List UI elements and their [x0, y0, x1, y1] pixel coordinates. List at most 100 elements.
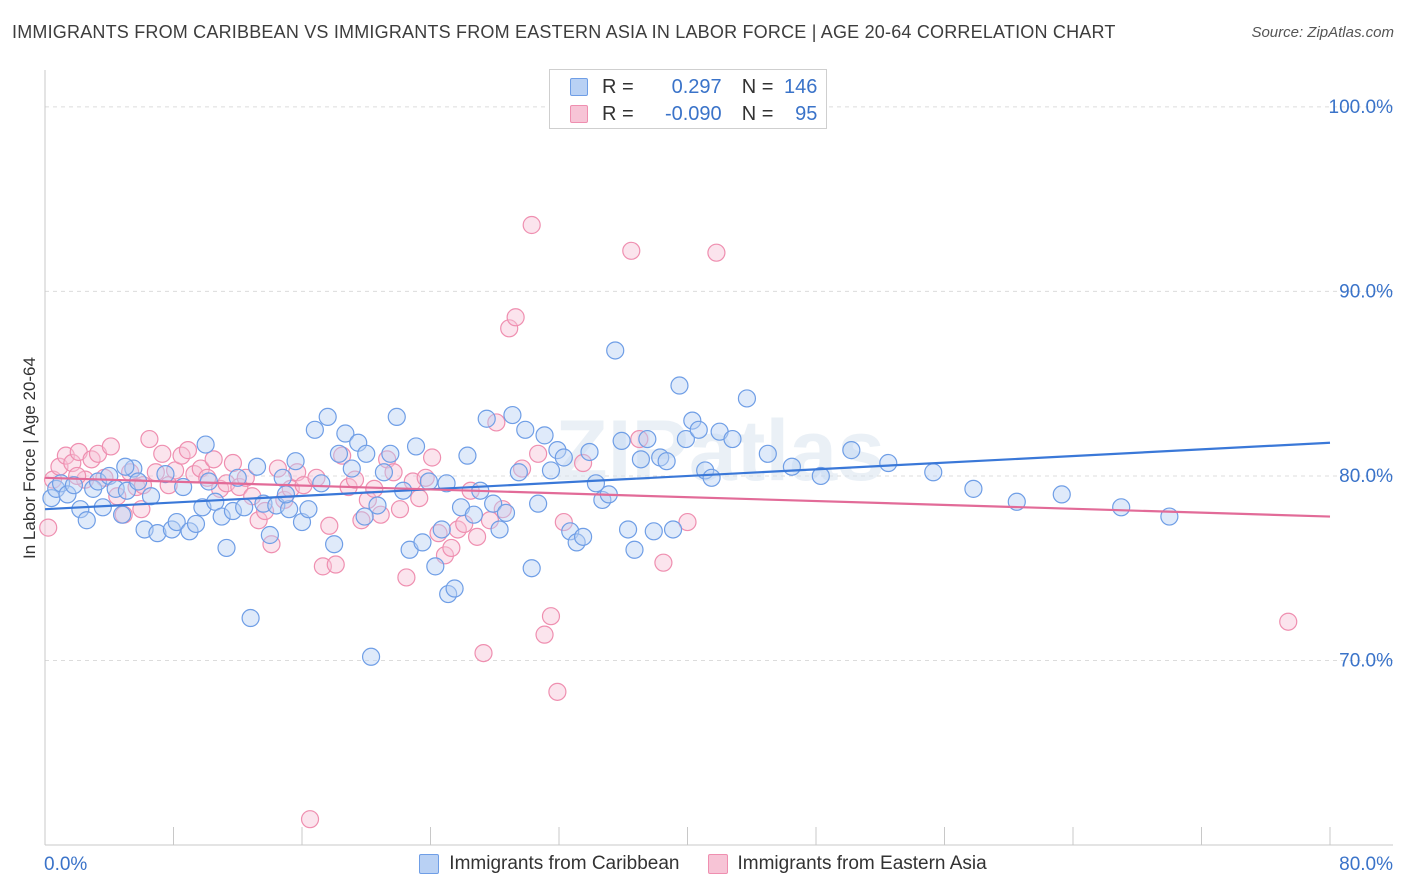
data-point — [276, 485, 296, 504]
data-point — [241, 608, 260, 628]
data-point — [260, 525, 279, 545]
data-point — [541, 607, 561, 626]
data-point — [654, 553, 673, 572]
data-point — [384, 463, 403, 482]
legend-r-value: -0.090 — [664, 102, 722, 125]
data-point — [318, 407, 337, 427]
legend-swatch-pink — [570, 105, 588, 123]
data-point — [500, 319, 519, 338]
data-point — [71, 500, 90, 519]
data-point — [618, 520, 638, 539]
axes — [44, 70, 1393, 846]
data-point — [535, 426, 554, 445]
data-point — [458, 446, 477, 465]
data-point — [670, 376, 689, 395]
data-point — [156, 465, 175, 484]
data-point — [683, 411, 702, 430]
data-point — [387, 407, 406, 427]
data-point — [496, 503, 516, 522]
data-point — [535, 625, 554, 644]
legend-swatch-blue — [419, 854, 440, 874]
data-point — [503, 405, 522, 425]
legend-item-caribbean: Immigrants from Caribbean — [419, 850, 680, 878]
data-point — [336, 424, 355, 443]
data-point — [116, 457, 135, 476]
data-point — [758, 444, 777, 463]
trend-lines — [44, 441, 1331, 518]
data-point — [1052, 485, 1071, 504]
data-point — [112, 505, 132, 524]
data-point — [631, 450, 651, 469]
data-point — [186, 514, 206, 534]
data-point — [522, 215, 541, 235]
data-point — [305, 420, 324, 439]
x-tick-label: 0.0% — [44, 854, 87, 875]
data-point — [580, 442, 599, 462]
data-point — [262, 535, 281, 554]
data-point — [737, 389, 757, 408]
data-point — [406, 437, 426, 456]
chart-source: Source: ZipAtlas.com — [1251, 24, 1394, 41]
data-point — [88, 472, 108, 491]
data-point — [153, 444, 172, 463]
legend-r-label: R = — [602, 102, 634, 125]
data-point — [541, 461, 561, 480]
data-point — [326, 555, 345, 574]
data-point — [325, 535, 344, 554]
grid-lines — [45, 106, 1393, 661]
data-point — [964, 479, 983, 498]
trend-line — [44, 441, 1331, 511]
data-point — [612, 431, 631, 450]
data-point — [342, 459, 361, 478]
data-point — [689, 420, 708, 439]
data-point — [280, 500, 299, 519]
data-point — [554, 512, 573, 532]
data-point — [924, 463, 943, 482]
data-point — [702, 468, 721, 487]
data-point — [811, 466, 830, 486]
data-point — [464, 505, 483, 524]
data-point — [368, 496, 387, 515]
legend-n-label: N = — [741, 75, 774, 98]
tick-labels: 100.0% 90.0% 80.0% 70.0% 0.0% 80.0% — [44, 97, 1393, 875]
data-point — [622, 241, 641, 260]
data-point — [522, 559, 541, 578]
data-point — [167, 512, 186, 532]
data-point — [644, 522, 663, 541]
data-point — [432, 520, 451, 539]
data-point — [286, 452, 305, 471]
data-point — [204, 450, 223, 469]
data-point — [638, 429, 657, 449]
data-point — [676, 429, 695, 449]
legend-r-label: R = — [602, 75, 634, 98]
data-point — [191, 459, 210, 478]
y-axis-label: In Labor Force | Age 20-64 — [20, 357, 39, 559]
data-point — [212, 507, 231, 526]
legend-n-value: 95 — [795, 102, 818, 125]
legend-swatch-pink — [707, 854, 728, 874]
data-point — [255, 501, 275, 521]
data-point — [423, 448, 442, 467]
data-point — [487, 413, 506, 432]
data-point — [390, 500, 410, 519]
data-point — [842, 441, 861, 460]
data-point — [223, 453, 243, 473]
data-point — [64, 476, 84, 495]
data-point — [247, 457, 267, 476]
data-point — [586, 474, 606, 493]
y-tick-label: 90.0% — [1339, 281, 1393, 302]
data-point — [573, 453, 593, 473]
data-point — [606, 341, 625, 360]
data-point — [723, 429, 742, 449]
data-point — [1279, 612, 1298, 631]
data-point — [101, 437, 120, 456]
data-point — [554, 448, 573, 467]
legend-row-caribbean: R = 0.297 N = 146 — [570, 75, 817, 99]
data-point — [329, 444, 349, 463]
data-point — [419, 472, 438, 491]
chart-title: IMMIGRANTS FROM CARIBBEAN VS IMMIGRANTS … — [12, 22, 1116, 42]
data-point — [657, 452, 676, 471]
stats-legend: R = 0.297 N = 146 R = -0.090 N = 95 — [549, 69, 827, 129]
data-point — [442, 538, 461, 558]
